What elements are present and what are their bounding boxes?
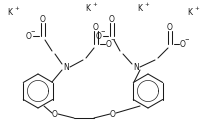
Text: K: K bbox=[85, 4, 90, 12]
Text: K: K bbox=[187, 8, 192, 17]
Text: −: − bbox=[101, 28, 105, 34]
Text: K: K bbox=[7, 8, 12, 17]
Text: N: N bbox=[63, 63, 69, 72]
Text: K: K bbox=[137, 4, 142, 12]
Text: O: O bbox=[110, 109, 116, 119]
Text: −: − bbox=[31, 28, 35, 34]
Text: O: O bbox=[167, 22, 173, 31]
Text: −: − bbox=[111, 37, 115, 41]
Text: O: O bbox=[180, 40, 186, 48]
Text: −: − bbox=[185, 37, 189, 41]
Text: O: O bbox=[93, 22, 99, 31]
Text: O: O bbox=[26, 31, 32, 41]
Text: +: + bbox=[93, 2, 97, 6]
Text: O: O bbox=[109, 15, 115, 24]
Text: O: O bbox=[40, 15, 46, 24]
Text: O: O bbox=[106, 40, 112, 48]
Text: N: N bbox=[133, 63, 139, 72]
Text: +: + bbox=[195, 5, 199, 11]
Text: O: O bbox=[96, 31, 102, 41]
Text: +: + bbox=[145, 2, 149, 6]
Text: +: + bbox=[15, 5, 19, 11]
Text: O: O bbox=[52, 109, 58, 119]
